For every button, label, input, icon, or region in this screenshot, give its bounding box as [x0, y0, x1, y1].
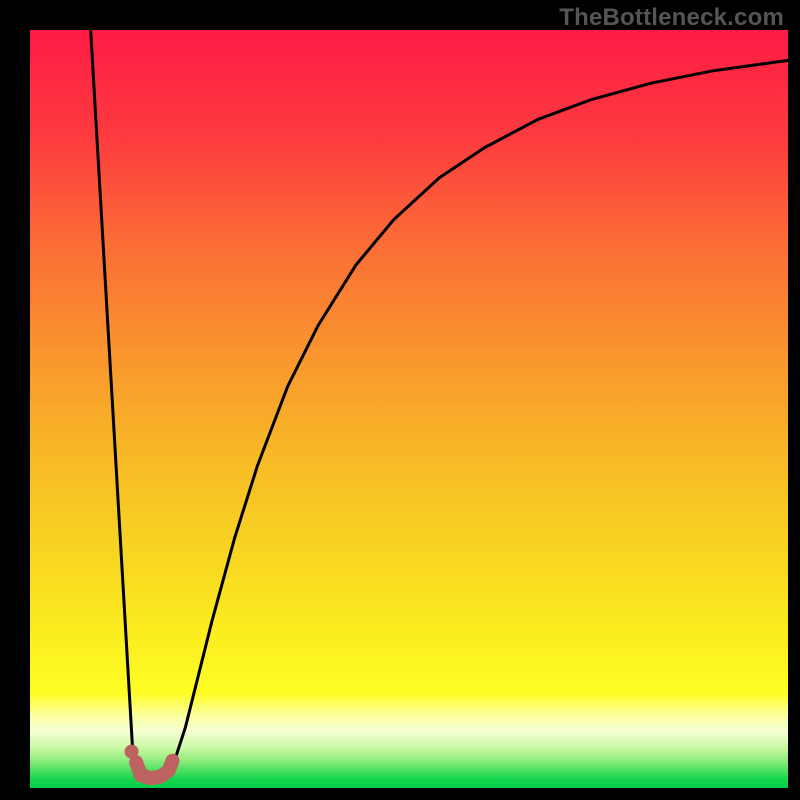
watermark-text: TheBottleneck.com — [559, 4, 784, 32]
chart-frame: TheBottleneck.com — [0, 0, 800, 800]
gradient-background — [30, 30, 788, 788]
plot-area — [30, 30, 788, 788]
valley-marker-dot — [125, 745, 139, 759]
